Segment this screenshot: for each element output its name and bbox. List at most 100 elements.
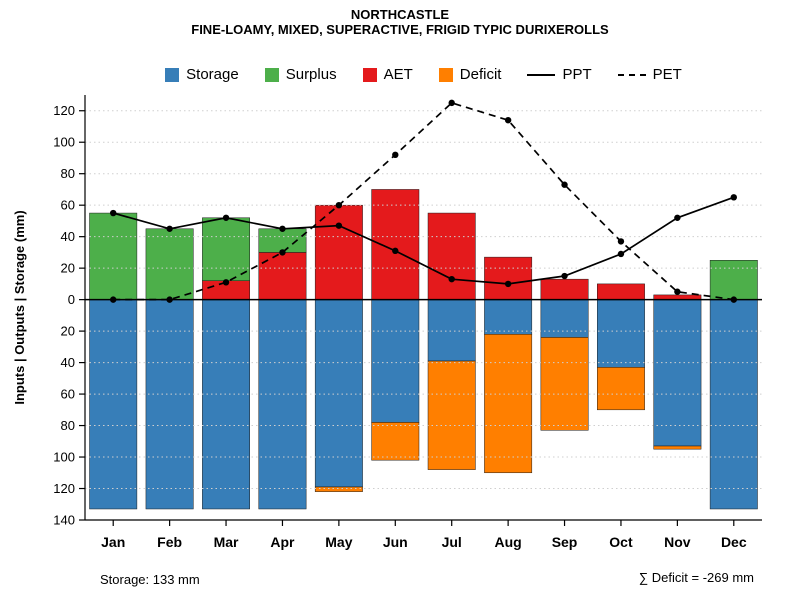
- bars-aet: [202, 189, 702, 300]
- bar-segment: [540, 337, 589, 431]
- legend-label: Storage: [186, 66, 239, 83]
- bar-segment: [653, 299, 702, 447]
- bar-segment: [709, 260, 758, 300]
- bars-surplus: [89, 212, 758, 300]
- bar-segment: [371, 189, 420, 300]
- bar-segment: [314, 486, 363, 492]
- y-tick-label: 20: [61, 261, 75, 276]
- legend-label: PET: [652, 66, 682, 83]
- y-tick-label: 40: [61, 355, 75, 370]
- bar-segment: [484, 334, 533, 474]
- y-tick-label: 140: [53, 513, 75, 528]
- data-point: [335, 201, 343, 209]
- x-tick-label: Feb: [157, 534, 182, 550]
- bar-segment: [314, 299, 363, 488]
- bar-segment: [597, 283, 645, 300]
- bars-deficit: [314, 334, 702, 492]
- bars: [89, 189, 758, 510]
- legend-label: AET: [383, 66, 413, 83]
- data-point: [617, 250, 625, 258]
- legend-label: Deficit: [459, 66, 502, 83]
- x-tick-label: Oct: [609, 534, 633, 550]
- data-point: [392, 247, 399, 255]
- ppt-swatch-icon: [527, 73, 556, 76]
- data-point: [110, 209, 117, 217]
- bar-segment: [371, 299, 420, 423]
- chart-title: NORTHCASTLE: [350, 7, 450, 22]
- bar-segment: [540, 299, 589, 338]
- bar-segment: [597, 299, 645, 368]
- y-tick-label: 0: [68, 292, 75, 307]
- pet-swatch-icon: [617, 73, 646, 76]
- bar-segment: [427, 212, 476, 300]
- x-tick-label: Sep: [552, 534, 578, 550]
- bar-segment: [89, 212, 138, 300]
- data-point: [448, 275, 455, 283]
- y-tick-label: 100: [53, 450, 75, 465]
- bar-segment: [597, 367, 645, 411]
- data-point: [504, 280, 512, 288]
- chart-subtitle: FINE-LOAMY, MIXED, SUPERACTIVE, FRIGID T…: [191, 22, 609, 37]
- bar-segment: [484, 299, 533, 335]
- y-tick-label: 120: [53, 481, 75, 496]
- y-tick-label: 60: [61, 198, 75, 213]
- x-tick-label: Nov: [664, 534, 691, 550]
- data-point: [617, 238, 625, 245]
- gridlines: [85, 110, 762, 521]
- legend-label: Surplus: [285, 66, 337, 83]
- data-point: [730, 194, 737, 201]
- data-point: [561, 181, 568, 188]
- x-tick-label: Aug: [495, 534, 522, 550]
- bar-segment: [371, 422, 420, 461]
- data-point: [110, 296, 117, 303]
- bar-segment: [202, 217, 250, 281]
- y-tick-label: 80: [61, 418, 75, 433]
- data-point: [730, 296, 737, 303]
- legend-item-storage: Storage: [165, 66, 239, 83]
- data-point: [166, 296, 173, 303]
- bar-segment: [258, 228, 307, 253]
- data-point: [674, 214, 681, 221]
- legend-item-pet: PET: [617, 66, 682, 83]
- data-point: [504, 116, 512, 124]
- data-point: [674, 288, 681, 295]
- axes: [79, 95, 762, 526]
- deficit-sum-annotation: ∑ Deficit = -269 mm: [638, 570, 754, 585]
- legend-label: PPT: [562, 66, 592, 83]
- x-tick-label: Mar: [214, 534, 239, 550]
- line-pet: [110, 99, 737, 303]
- y-tick-label: 60: [61, 387, 75, 402]
- legend-item-deficit: Deficit: [438, 66, 502, 83]
- data-point: [222, 279, 230, 286]
- data-point: [166, 225, 173, 232]
- line-ppt: [110, 194, 737, 288]
- y-tick-label: 20: [61, 324, 75, 339]
- chart-legend: Storage Surplus AET Deficit PPT PET: [85, 66, 762, 83]
- legend-item-aet: AET: [362, 66, 413, 83]
- y-axis-title: Inputs | Outputs | Storage (mm): [12, 210, 27, 404]
- data-point: [335, 222, 343, 229]
- y-tick-label: 100: [53, 135, 75, 150]
- y-tick-label: 80: [61, 166, 75, 181]
- bar-segment: [709, 299, 758, 510]
- x-tick-label: Jul: [442, 534, 462, 550]
- bar-segment: [427, 360, 476, 470]
- data-point: [222, 214, 230, 221]
- x-tick-label: Apr: [270, 534, 295, 550]
- y-tick-label: 120: [53, 103, 75, 118]
- bar-segment: [427, 299, 476, 362]
- bars-storage: [89, 299, 758, 510]
- bar-segment: [258, 299, 307, 510]
- bar-segment: [145, 299, 194, 510]
- data-point: [279, 249, 286, 256]
- x-tick-label: Jun: [383, 534, 408, 550]
- data-point: [279, 225, 286, 232]
- deficit-swatch-icon: [438, 67, 453, 82]
- bar-segment: [484, 256, 533, 300]
- y-tick-label: 40: [61, 229, 75, 244]
- bar-segment: [89, 299, 138, 510]
- x-tick-label: May: [325, 534, 352, 550]
- bar-segment: [540, 278, 589, 300]
